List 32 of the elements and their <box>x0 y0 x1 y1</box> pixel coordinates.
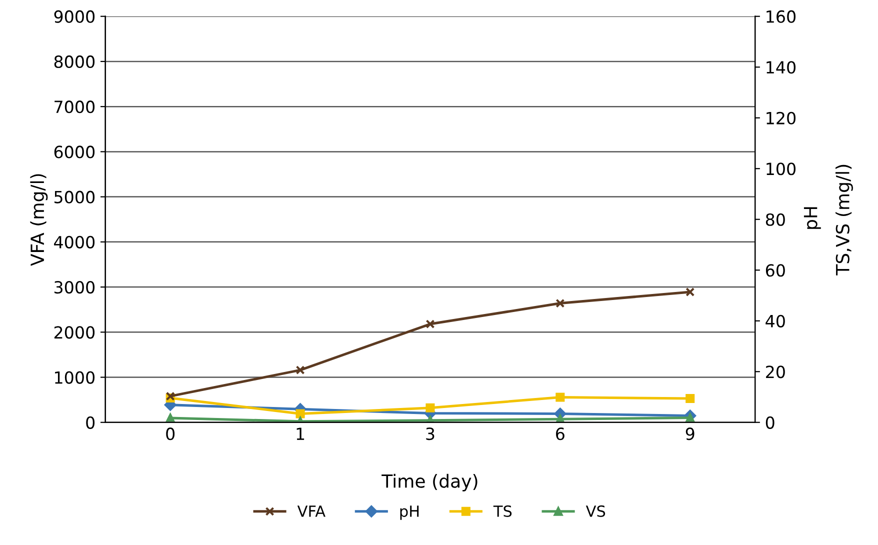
x-tick-label: 6 <box>556 428 564 440</box>
x-tick-label: 0 <box>166 428 175 440</box>
y-axis-title: VFA (mg/l) <box>30 174 48 266</box>
y-tick-label: 6000 <box>54 146 95 158</box>
x-tick-label: 3 <box>426 428 434 440</box>
y2-tick-label: 160 <box>766 10 796 23</box>
y-tick-label: 4000 <box>54 236 95 248</box>
y2-tick-label: 120 <box>766 112 796 124</box>
y-tick-label: 1000 <box>55 371 95 384</box>
x-tick-label: 9 <box>686 428 694 440</box>
x-axis-title: Time (day) <box>382 474 478 492</box>
legend-label: TS <box>493 505 512 517</box>
y2-tick-label: 40 <box>766 314 785 328</box>
y-tick-label: 0 <box>86 416 95 429</box>
y-tick-label: 9000 <box>54 10 95 23</box>
y-tick-label: 7000 <box>54 100 95 114</box>
text: pH <box>804 207 821 229</box>
y-tick-label: 3000 <box>54 280 95 294</box>
y2-tick-label: 60 <box>766 264 785 277</box>
x-tick-label: 1 <box>296 428 304 440</box>
legend-label: pH <box>400 506 419 520</box>
legend-label: VFA <box>297 506 326 517</box>
y-tick-label: 5000 <box>54 190 95 204</box>
legend-label: VS <box>586 505 606 517</box>
y2-axis-title: TS,VS (mg/l) <box>836 164 853 276</box>
y2-tick-label: 0 <box>766 416 774 429</box>
y2-tick-label: 100 <box>766 162 796 176</box>
y2-tick-label: 20 <box>766 366 785 378</box>
y2-tick-label: 80 <box>766 213 785 226</box>
y-tick-label: 2000 <box>54 326 95 339</box>
y2-tick-label: 140 <box>766 61 796 74</box>
y-tick-label: 8000 <box>54 55 95 68</box>
